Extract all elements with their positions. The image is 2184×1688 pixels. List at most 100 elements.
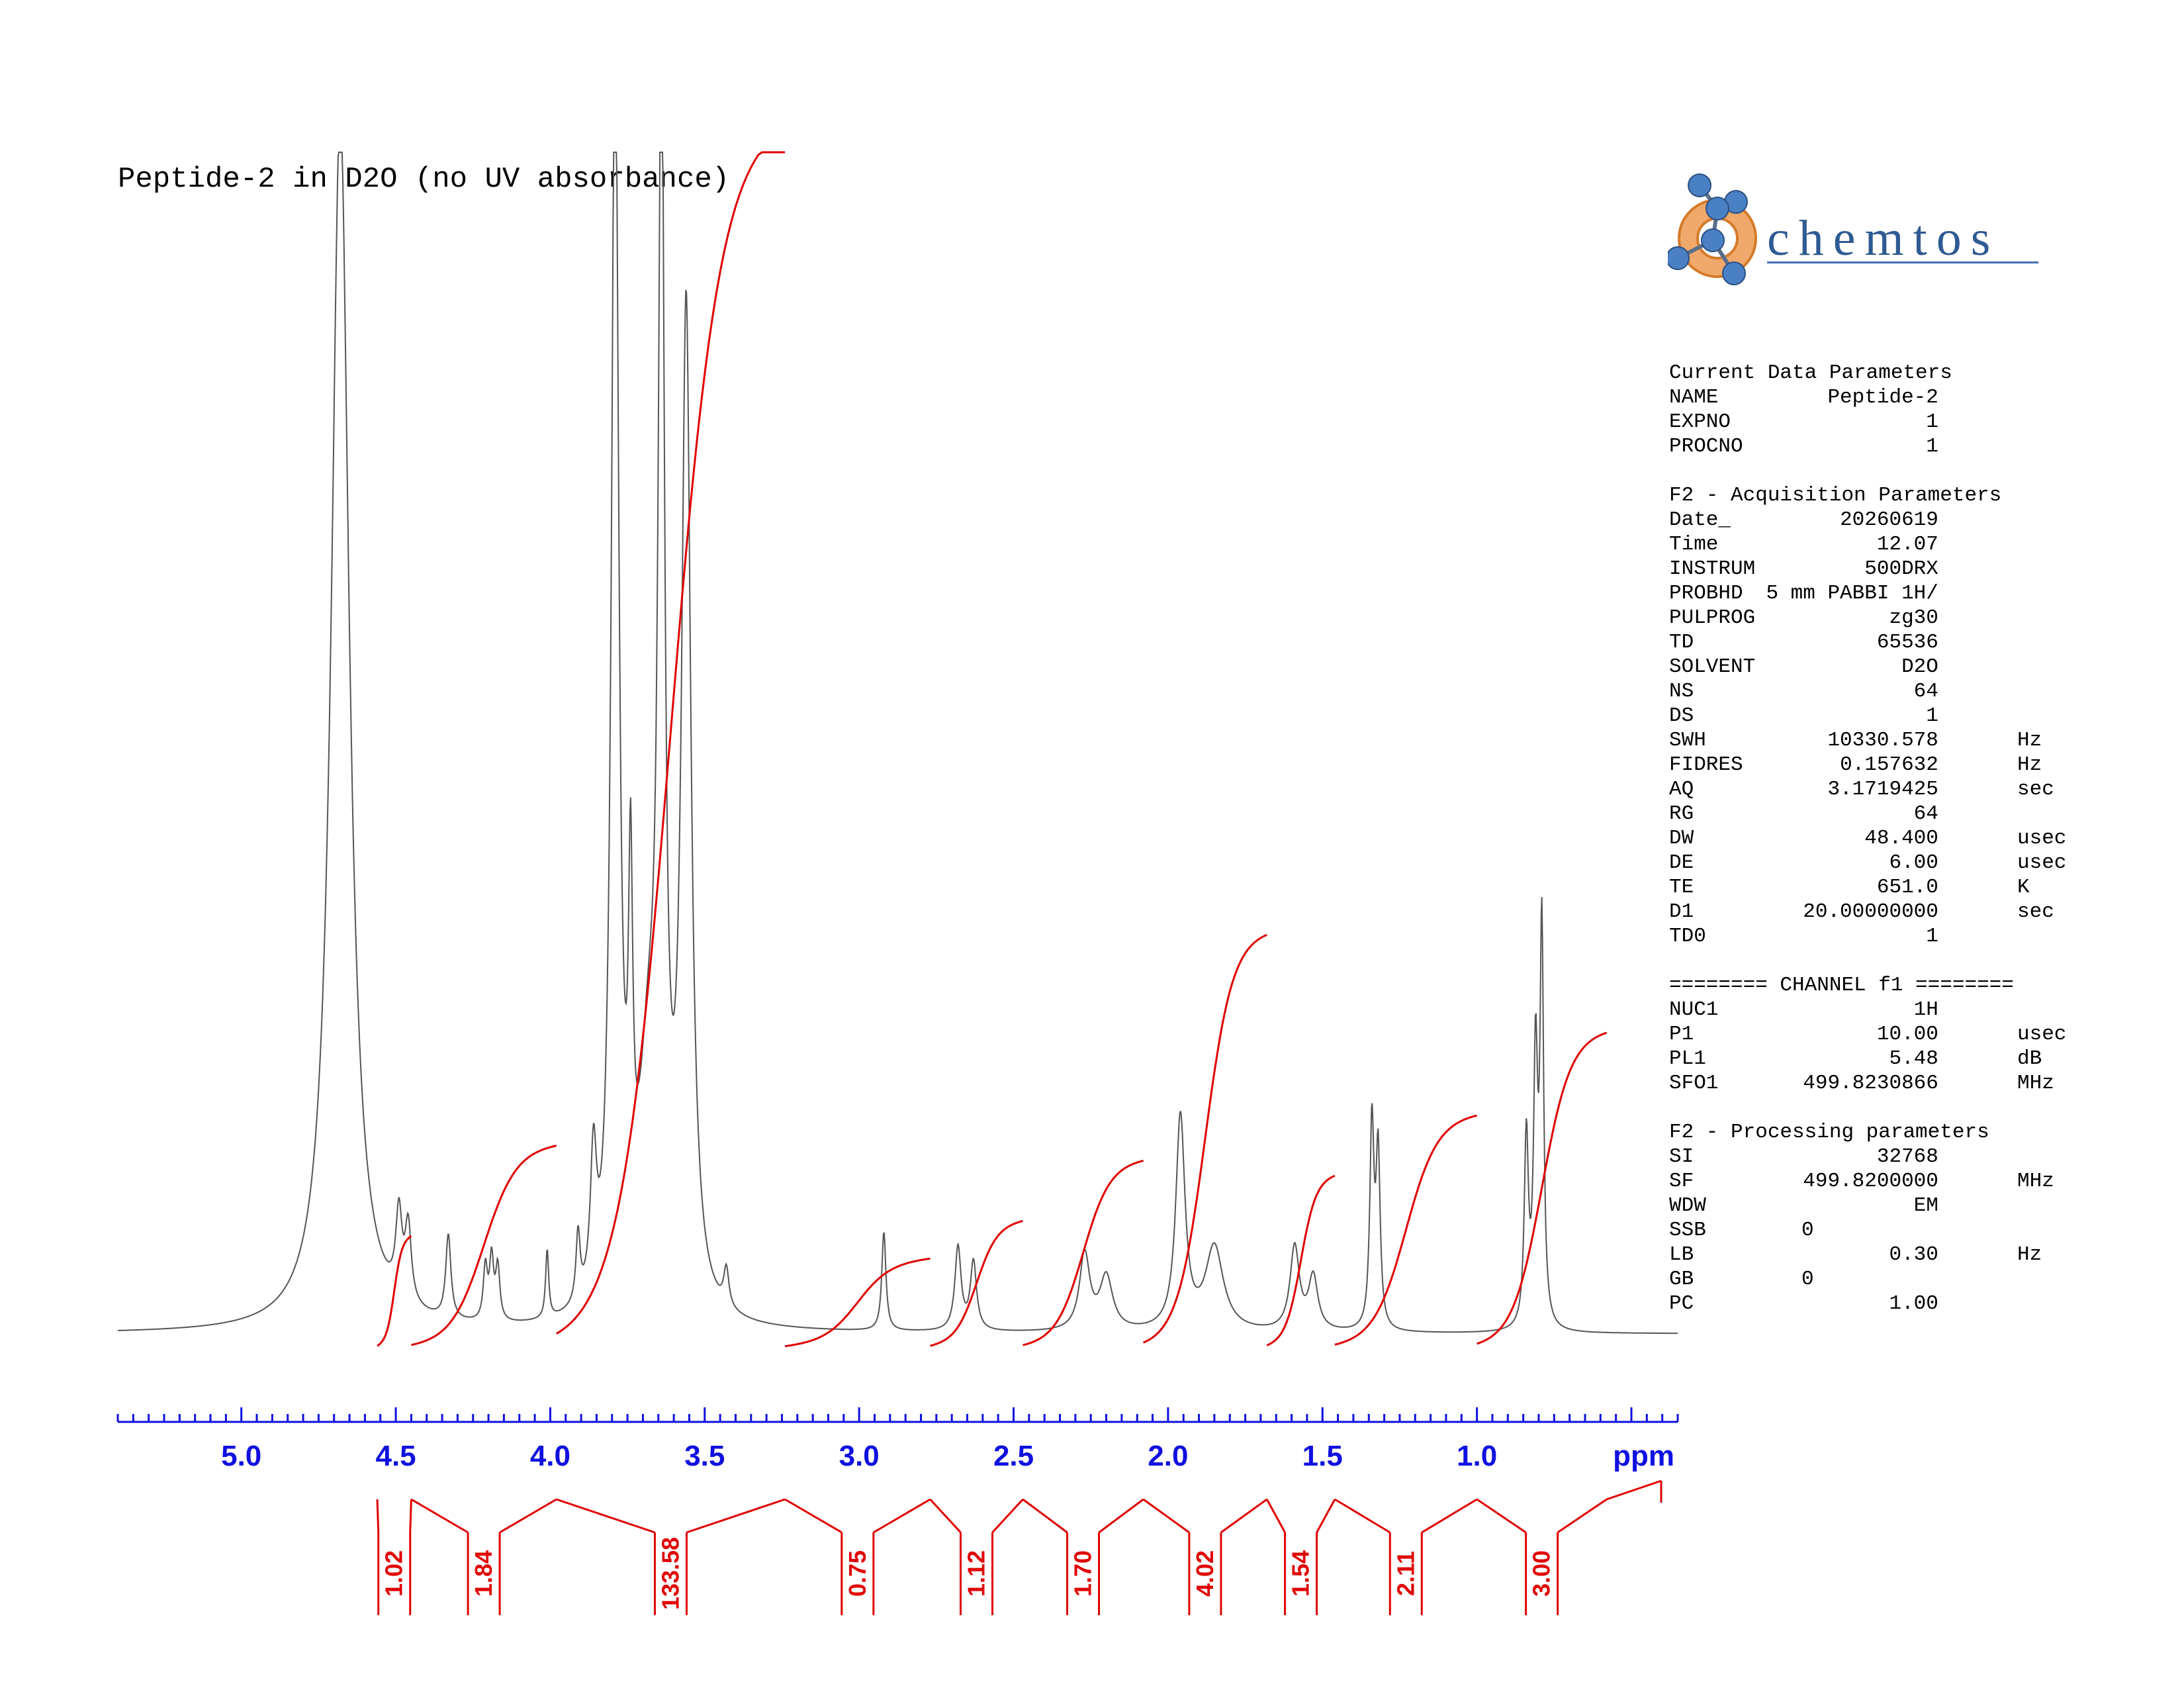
param-key: SWH	[1669, 729, 1706, 752]
integral-bracket-tail	[1606, 1479, 1662, 1501]
param-unit: usec	[2017, 827, 2067, 850]
integral-bracket-arm	[410, 1498, 469, 1534]
param-unit: K	[2017, 876, 2030, 899]
param-value: zg30	[1889, 606, 1938, 630]
integral-bracket-arm	[784, 1498, 842, 1534]
integral-bracket-arm	[929, 1498, 962, 1534]
param-value: 500DRX	[1864, 557, 1938, 581]
integral-value-label: 1.12	[963, 1550, 990, 1597]
param-key: SI	[1669, 1145, 1694, 1168]
integral-bracket-arm	[1098, 1498, 1144, 1534]
param-row: DE 6.00 usec	[1669, 851, 2066, 875]
param-key: PULPROG	[1669, 606, 1756, 630]
param-row: DS 1	[1669, 704, 2014, 728]
param-key: PL1	[1669, 1047, 1706, 1070]
param-unit: Hz	[2017, 729, 2042, 752]
param-key: TE	[1669, 876, 1694, 899]
param-row: GB 0	[1669, 1267, 2014, 1291]
param-row: WDW EM	[1669, 1194, 2014, 1218]
integral-bracket-arm	[1220, 1498, 1268, 1534]
logo-underline	[1767, 261, 2038, 263]
param-key: DW	[1669, 827, 1694, 850]
param-value: 1	[1926, 925, 1938, 948]
param-row: RG 64	[1669, 802, 2014, 826]
param-value: 1	[1926, 704, 1938, 727]
param-row: P1 10.00 usec	[1669, 1022, 2066, 1047]
integral-value-label: 2.11	[1392, 1551, 1419, 1596]
integral-bracket-arm	[686, 1498, 786, 1534]
axis-unit-label: ppm	[1613, 1440, 1674, 1472]
param-row: SSB 0	[1669, 1218, 2014, 1243]
param-key: RG	[1669, 802, 1694, 825]
spectrum-layer	[117, 152, 1678, 1335]
param-value: 64	[1913, 802, 1938, 825]
integral-curve-0	[377, 1235, 412, 1347]
axis-tick-label: 4.0	[530, 1440, 570, 1472]
integral-bracket-arm	[1476, 1498, 1527, 1534]
param-value: 3.1719425	[1827, 778, 1938, 801]
param-value: 64	[1913, 680, 1938, 703]
param-section-heading: Current Data Parameters	[1669, 361, 1952, 385]
param-value: 1	[1926, 435, 1938, 458]
param-row: DW 48.400 usec	[1669, 826, 2066, 851]
param-value: 48.400	[1864, 827, 1938, 850]
param-row: NS 64	[1669, 679, 2014, 704]
param-row: AQ 3.1719425 sec	[1669, 777, 2054, 802]
param-value: 651.0	[1876, 876, 1938, 899]
axis-tick-label: 1.0	[1457, 1440, 1497, 1472]
param-unit: MHz	[2017, 1072, 2054, 1095]
param-key: Time	[1669, 533, 1719, 556]
integral-bracket-arm	[1421, 1498, 1478, 1534]
param-key: TD0	[1669, 925, 1706, 948]
param-unit: MHz	[2017, 1170, 2054, 1193]
param-key: PC	[1669, 1292, 1694, 1315]
spectrum-title: Peptide-2 in D2O (no UV absorbance)	[118, 163, 730, 196]
param-value: 6.00	[1889, 851, 1938, 874]
param-row: PL1 5.48 dB	[1669, 1047, 2042, 1071]
integral-curve-7	[1266, 1174, 1336, 1346]
integral-curve-2	[555, 151, 786, 1335]
param-row: PROCNO 1	[1669, 434, 2014, 459]
param-value: 5.48	[1889, 1047, 1938, 1070]
axis-tick-label: 5.0	[221, 1440, 261, 1472]
param-row: Time 12.07	[1669, 532, 2014, 557]
integral-curve-8	[1334, 1114, 1477, 1346]
param-section-heading: ======== CHANNEL f1 ========	[1669, 974, 2014, 997]
param-row: TE 651.0 K	[1669, 875, 2030, 900]
param-key: PROBHD	[1669, 582, 1743, 605]
param-key: PROCNO	[1669, 435, 1743, 458]
param-value: 20.00000000	[1803, 900, 1938, 923]
param-value: 0	[1801, 1219, 1814, 1242]
param-key: TD	[1669, 631, 1694, 654]
integral-layer	[377, 151, 1608, 1348]
param-key: P1	[1669, 1023, 1694, 1046]
param-unit: usec	[2017, 1023, 2067, 1046]
acquisition-parameters-panel: Current Data Parameters NAME Peptide-2 EXPN…	[1669, 361, 2066, 1316]
param-key: DE	[1669, 851, 1694, 874]
param-row: SI 32768	[1669, 1145, 2014, 1169]
param-row: PROBHD 5 mm PABBI 1H/	[1669, 581, 2014, 606]
integral-bracket-arm	[1022, 1498, 1068, 1534]
param-value: 32768	[1876, 1145, 1938, 1168]
param-value: 0.30	[1889, 1243, 1938, 1266]
param-value: 1	[1926, 410, 1938, 434]
axis-tick-label: 2.0	[1148, 1440, 1188, 1472]
integral-curve-9	[1477, 1031, 1608, 1345]
param-row: D1 20.00000000 sec	[1669, 900, 2054, 924]
param-key: SOLVENT	[1669, 655, 1756, 679]
param-value: 10.00	[1876, 1023, 1938, 1046]
param-row: PULPROG zg30	[1669, 606, 2014, 630]
ppm-axis: 5.0 4.5 4.0 3.5 3.0 2.5 2.0 1.5 1.0 ppm	[116, 1407, 1679, 1472]
param-value: 65536	[1876, 631, 1938, 654]
integral-value-label: 1.70	[1069, 1550, 1097, 1597]
param-unit: sec	[2017, 900, 2054, 923]
param-unit: sec	[2017, 778, 2054, 801]
param-row: LB 0.30 Hz	[1669, 1243, 2042, 1267]
integral-bracket-arm	[1265, 1499, 1286, 1533]
integral-labels: 1.02 1.84 133.58 0.75 1.12 1.70 4.02 1.54 2.11 3.…	[376, 1479, 1662, 1615]
param-row: EXPNO 1	[1669, 410, 2014, 434]
param-key: SSB	[1669, 1219, 1706, 1242]
param-key: SFO1	[1669, 1072, 1719, 1095]
param-row: TD 65536	[1669, 630, 2014, 655]
param-key: NUC1	[1669, 998, 1719, 1021]
